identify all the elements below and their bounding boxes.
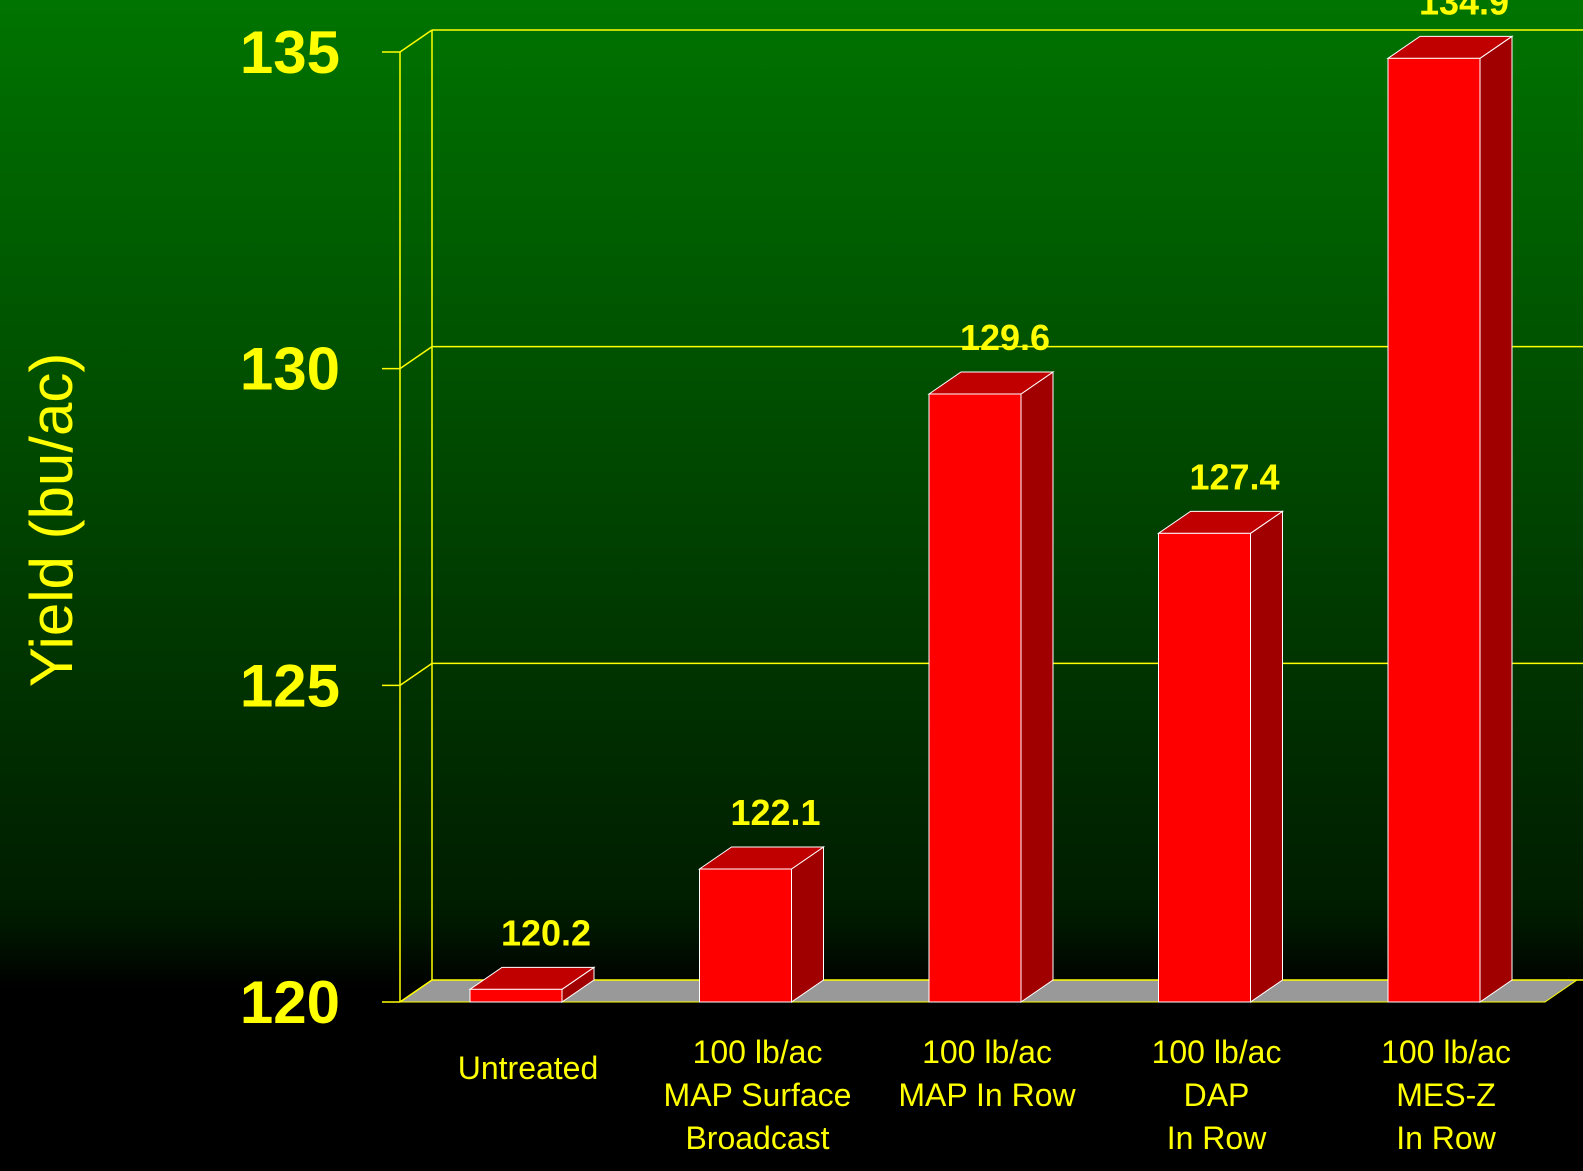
bar-side <box>791 846 824 1003</box>
y-axis-label: Yield (bu/ac) <box>18 353 85 688</box>
x-tick-label: 100 lb/ac <box>1381 1034 1511 1070</box>
x-tick-label: 100 lb/ac <box>693 1034 823 1070</box>
tick-depth <box>399 979 433 1003</box>
x-tick-label: In Row <box>1167 1120 1267 1156</box>
value-label: 122.1 <box>730 792 820 833</box>
bar-side <box>1479 35 1513 1003</box>
bar <box>699 868 792 1003</box>
tick-depth <box>399 662 433 686</box>
value-label: 134.9 <box>1419 0 1509 22</box>
x-tick-label: Broadcast <box>685 1120 829 1156</box>
value-label: 127.4 <box>1189 456 1279 497</box>
tick-depth <box>399 29 433 53</box>
x-tick-label: 100 lb/ac <box>922 1034 1052 1070</box>
bar <box>469 988 563 1003</box>
bar <box>1387 57 1481 1003</box>
value-label: 120.2 <box>501 912 591 953</box>
y-tick-label: 120 <box>240 969 340 1036</box>
bar <box>1158 532 1251 1003</box>
bar <box>928 393 1022 1003</box>
x-tick-label: MAP In Row <box>898 1077 1076 1113</box>
x-tick-label: Untreated <box>458 1050 599 1086</box>
x-tick-label: In Row <box>1396 1120 1496 1156</box>
x-tick-label: MAP Surface <box>664 1077 852 1113</box>
x-tick-label: DAP <box>1184 1077 1250 1113</box>
background-bottom <box>0 1075 1583 1171</box>
bar-side <box>1020 371 1054 1003</box>
tick-depth <box>399 346 433 370</box>
y-tick-label: 125 <box>240 652 340 719</box>
bar-side <box>1250 510 1283 1003</box>
x-tick-label: MES-Z <box>1396 1077 1496 1113</box>
y-tick-label: 130 <box>240 336 340 403</box>
value-label: 129.6 <box>960 317 1050 358</box>
y-tick-label: 135 <box>240 19 340 86</box>
x-tick-label: 100 lb/ac <box>1152 1034 1282 1070</box>
